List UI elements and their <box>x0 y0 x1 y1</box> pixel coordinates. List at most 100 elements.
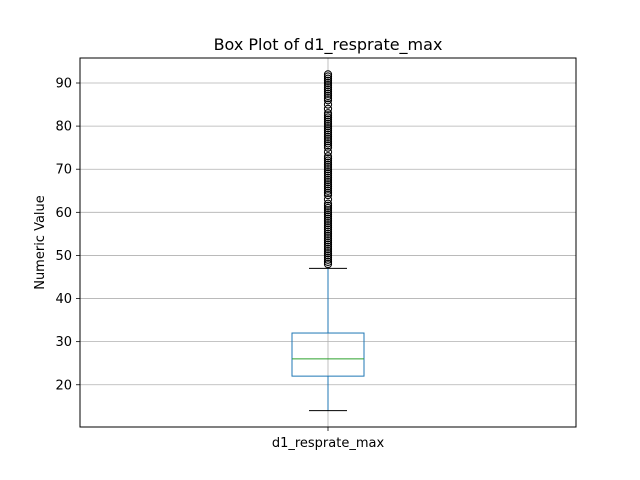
outlier-point <box>323 83 333 92</box>
outlier-point <box>323 89 333 98</box>
outlier-point <box>323 182 333 191</box>
outlier-point <box>323 234 333 243</box>
outlier-point <box>323 229 333 238</box>
chart-title: Box Plot of d1_resprate_max <box>214 35 443 55</box>
outlier-point <box>323 259 333 269</box>
outlier-point <box>323 225 333 234</box>
outlier-point <box>323 76 333 85</box>
y-tick-label: 80 <box>55 120 72 135</box>
outlier-point <box>323 214 333 223</box>
outlier-point <box>323 171 333 180</box>
x-axis-ticks: d1_resprate_max <box>272 427 385 451</box>
y-tick-label: 30 <box>55 335 72 350</box>
outlier-point <box>323 87 333 96</box>
outlier-points <box>323 70 333 269</box>
y-tick-label: 90 <box>55 77 72 92</box>
outlier-point <box>323 109 333 118</box>
outlier-point <box>323 113 333 122</box>
y-tick-label: 40 <box>55 292 72 307</box>
outlier-point <box>323 134 333 144</box>
outlier-point <box>323 128 333 137</box>
outlier-point <box>323 253 333 262</box>
outlier-point <box>323 175 333 185</box>
outlier-point <box>323 169 333 178</box>
outlier-point <box>323 184 333 193</box>
outlier-point <box>323 195 333 204</box>
outlier-point <box>323 219 333 228</box>
outlier-point <box>323 257 333 266</box>
grid-lines <box>80 58 576 427</box>
outlier-point <box>323 91 333 101</box>
y-axis-ticks: 20 30 40 50 60 70 80 90 <box>55 77 80 393</box>
outlier-point <box>323 210 333 219</box>
outlier-point <box>323 100 333 109</box>
box-group <box>291 267 365 412</box>
y-tick-label: 20 <box>55 378 72 393</box>
outlier-point <box>323 147 333 157</box>
outlier-point <box>323 160 333 170</box>
outlier-point <box>323 186 333 195</box>
outlier-point <box>323 206 333 215</box>
outlier-point <box>323 124 333 133</box>
outlier-point <box>323 167 333 176</box>
outlier-point <box>323 111 333 120</box>
outlier-point <box>323 255 333 264</box>
outlier-point <box>323 72 333 81</box>
outlier-point <box>323 119 333 129</box>
outlier-point <box>323 104 333 113</box>
x-tick-label: d1_resprate_max <box>272 436 385 451</box>
outlier-point <box>323 203 333 213</box>
outlier-point <box>323 115 333 124</box>
outlier-point <box>323 74 333 83</box>
iqr-box <box>291 332 365 377</box>
outlier-point <box>323 85 333 94</box>
outlier-point <box>323 178 333 187</box>
outlier-point <box>323 70 333 79</box>
outlier-point <box>323 126 333 135</box>
outlier-point <box>323 130 333 139</box>
outlier-point <box>323 188 333 198</box>
outlier-point <box>323 78 333 88</box>
outlier-point <box>323 81 333 90</box>
outlier-point <box>323 247 333 256</box>
outlier-point <box>323 132 333 141</box>
outlier-point <box>323 137 333 146</box>
outlier-point <box>323 249 333 258</box>
outlier-point <box>323 223 333 232</box>
outlier-point <box>323 216 333 226</box>
outlier-point <box>323 221 333 230</box>
outlier-point <box>323 199 333 208</box>
y-tick-label: 70 <box>55 163 72 178</box>
outlier-point <box>323 93 333 103</box>
outlier-point <box>323 242 333 251</box>
outlier-point <box>323 208 333 217</box>
outlier-point <box>323 231 333 241</box>
outlier-point <box>323 212 333 221</box>
outlier-point <box>323 154 333 163</box>
y-tick-label: 60 <box>55 206 72 221</box>
outlier-point <box>323 165 333 174</box>
outlier-point <box>323 244 333 254</box>
outlier-point <box>323 96 333 105</box>
outlier-point <box>323 180 333 189</box>
outlier-point <box>323 162 333 172</box>
outlier-point <box>323 240 333 249</box>
outlier-point <box>323 122 333 131</box>
outlier-point <box>323 190 333 200</box>
outlier-point <box>323 152 333 161</box>
outlier-point <box>323 227 333 236</box>
outlier-point <box>323 251 333 260</box>
outlier-point <box>323 158 333 167</box>
outlier-point <box>323 173 333 182</box>
outlier-point <box>323 139 333 148</box>
outlier-point <box>323 238 333 247</box>
outlier-point <box>323 117 333 126</box>
outlier-point <box>323 141 333 150</box>
outlier-point <box>323 143 333 152</box>
outlier-point <box>323 236 333 245</box>
y-tick-label: 50 <box>55 249 72 264</box>
outlier-point <box>323 156 333 165</box>
y-axis-label: Numeric Value <box>33 195 48 290</box>
outlier-point <box>323 201 333 210</box>
